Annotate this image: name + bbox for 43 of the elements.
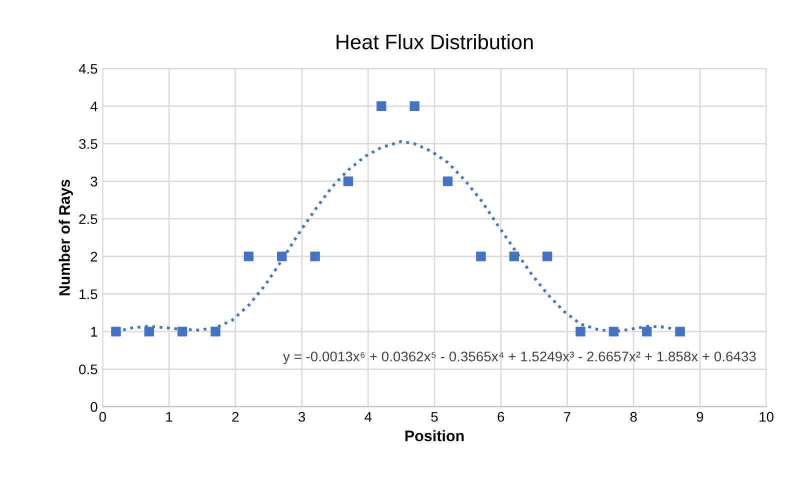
y-tick-label: 1 bbox=[91, 327, 98, 337]
point bbox=[277, 252, 287, 262]
point bbox=[376, 101, 386, 112]
y-tick-label: 3.5 bbox=[79, 139, 98, 149]
point bbox=[442, 176, 453, 186]
x-tick-label: 4 bbox=[364, 412, 372, 422]
point bbox=[144, 326, 154, 336]
x-tick-label: 5 bbox=[431, 412, 438, 422]
point bbox=[576, 326, 586, 336]
y-tick-label: 2.5 bbox=[79, 214, 98, 224]
x-tick-label: 3 bbox=[298, 412, 306, 422]
annotation: y = -0.0013x⁶ + 0.0362x⁵ - 0.3565x⁴ + 1.5249x³ - 2.6657x² + 1.858x + 0.6433 bbox=[283, 352, 756, 364]
chart-title: Heat Flux Distribution bbox=[336, 34, 533, 50]
point bbox=[509, 252, 519, 262]
y-axis-title: Number of Rays bbox=[58, 180, 73, 296]
y-tick-label: 0.5 bbox=[79, 364, 98, 374]
y-tick-label: 0 bbox=[90, 402, 98, 412]
y-tick-label: 2 bbox=[90, 252, 98, 262]
point bbox=[542, 252, 552, 262]
x-tick-label: 0 bbox=[99, 412, 106, 422]
point bbox=[310, 252, 320, 262]
y-tick-label: 4.5 bbox=[78, 64, 98, 74]
point bbox=[476, 252, 486, 262]
x-axis-title: Position bbox=[405, 430, 464, 442]
y-tick-label: 3 bbox=[90, 176, 98, 186]
point bbox=[343, 176, 354, 186]
point bbox=[608, 326, 619, 336]
point bbox=[642, 326, 652, 336]
point bbox=[111, 326, 121, 336]
point bbox=[177, 326, 188, 336]
point bbox=[244, 252, 254, 262]
x-tick-label: 6 bbox=[498, 412, 504, 422]
x-tick-label: 7 bbox=[564, 412, 570, 422]
x-tick-label: 8 bbox=[630, 412, 637, 422]
y-tick-label: 1.5 bbox=[80, 289, 98, 300]
x-tick-label: 1 bbox=[166, 412, 172, 422]
point bbox=[210, 326, 220, 336]
y-tick-label: 4 bbox=[90, 102, 98, 112]
x-tick-label: 9 bbox=[696, 412, 704, 422]
point bbox=[410, 101, 420, 112]
x-tick-label: 10 bbox=[760, 412, 774, 422]
x-tick-label: 2 bbox=[232, 412, 239, 422]
point bbox=[675, 326, 685, 336]
